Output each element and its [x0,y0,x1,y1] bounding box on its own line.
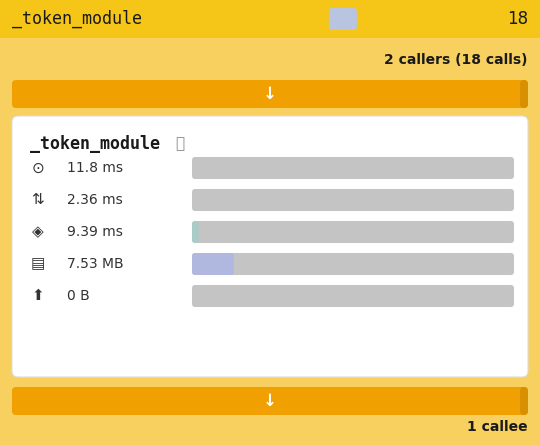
Text: 2.36 ms: 2.36 ms [67,193,123,207]
FancyBboxPatch shape [192,157,514,179]
Text: ↓: ↓ [263,392,277,410]
Text: 1 callee: 1 callee [468,420,528,434]
Text: _token_module: _token_module [12,10,142,28]
FancyBboxPatch shape [12,116,528,377]
Text: ▤: ▤ [31,256,45,271]
Text: 11.8 ms: 11.8 ms [67,161,123,175]
Text: ⇅: ⇅ [32,193,44,207]
FancyBboxPatch shape [192,221,514,243]
FancyBboxPatch shape [12,387,528,415]
Text: _token_module: _token_module [30,135,160,153]
FancyBboxPatch shape [192,285,514,307]
Text: 7.53 MB: 7.53 MB [67,257,124,271]
Text: ⬆: ⬆ [32,288,44,303]
Text: ⊙: ⊙ [32,161,44,175]
FancyBboxPatch shape [12,80,528,108]
FancyBboxPatch shape [192,253,514,275]
Text: 18: 18 [507,10,528,28]
FancyBboxPatch shape [192,253,234,275]
Text: ↓: ↓ [263,85,277,103]
FancyBboxPatch shape [329,8,357,30]
FancyBboxPatch shape [520,80,528,108]
FancyBboxPatch shape [520,387,528,415]
Bar [0,0,540,38]
Text: ⌕: ⌕ [175,137,184,151]
FancyBboxPatch shape [192,189,514,211]
FancyBboxPatch shape [192,221,198,243]
Text: ◈: ◈ [32,224,44,239]
Text: 2 callers (18 calls): 2 callers (18 calls) [384,53,528,67]
Text: 9.39 ms: 9.39 ms [67,225,123,239]
Text: 0 B: 0 B [67,289,90,303]
